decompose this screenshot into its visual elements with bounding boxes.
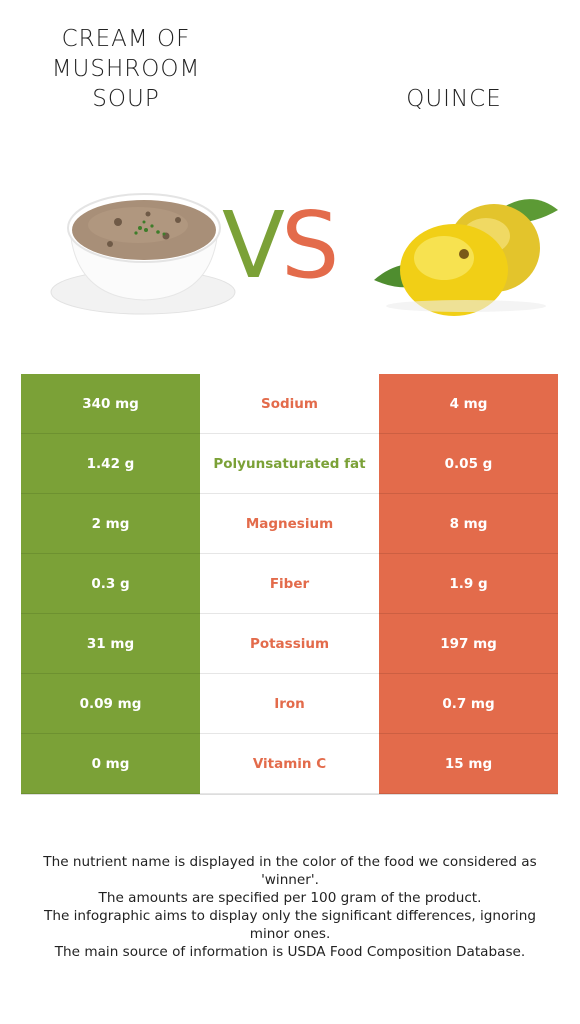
table-row: 340 mg Sodium 4 mg xyxy=(21,374,558,434)
left-food-value: 31 mg xyxy=(21,614,200,674)
right-food-value: 8 mg xyxy=(379,494,558,554)
right-food-value: 0.05 g xyxy=(379,434,558,494)
footer-notes: The nutrient name is displayed in the co… xyxy=(30,853,550,961)
nutrient-name: Vitamin C xyxy=(200,734,379,794)
nutrient-name: Magnesium xyxy=(200,494,379,554)
mushroom-soup-bowl-image xyxy=(50,193,236,315)
table-row: 0.3 g Fiber 1.9 g xyxy=(21,554,558,614)
left-food-value: 1.42 g xyxy=(21,434,200,494)
nutrient-comparison-table: 340 mg Sodium 4 mg 1.42 g Polyunsaturated fa… xyxy=(21,374,558,795)
table-row: 0 mg Vitamin C 15 mg xyxy=(21,734,558,794)
footer-note: The amounts are specified per 100 gram o… xyxy=(98,890,482,906)
table-row: 0.09 mg Iron 0.7 mg xyxy=(21,674,558,734)
right-food-value: 0.7 mg xyxy=(379,674,558,734)
table-row: 1.42 g Polyunsaturated fat 0.05 g xyxy=(21,434,558,494)
table-row: 31 mg Potassium 197 mg xyxy=(21,614,558,674)
nutrient-name: Iron xyxy=(200,674,379,734)
right-food-value: 4 mg xyxy=(379,374,558,434)
quince-fruit-image xyxy=(374,199,558,316)
right-food-value: 197 mg xyxy=(379,614,558,674)
nutrient-name: Fiber xyxy=(200,554,379,614)
left-food-value: 2 mg xyxy=(21,494,200,554)
nutrient-name: Potassium xyxy=(200,614,379,674)
left-food-value: 0.09 mg xyxy=(21,674,200,734)
left-food-value: 0.3 g xyxy=(21,554,200,614)
right-food-value: 1.9 g xyxy=(379,554,558,614)
left-food-title: CREAM OF MUSHROOM SOUP xyxy=(51,26,201,112)
nutrient-name: Sodium xyxy=(200,374,379,434)
left-food-value: 0 mg xyxy=(21,734,200,794)
versus-label: VS xyxy=(222,192,339,299)
footer-note: The infographic aims to display only the… xyxy=(44,908,536,942)
left-food-value: 340 mg xyxy=(21,374,200,434)
nutrient-name: Polyunsaturated fat xyxy=(200,434,379,494)
footer-note: The main source of information is USDA F… xyxy=(54,944,526,960)
right-food-value: 15 mg xyxy=(379,734,558,794)
footer-note: The nutrient name is displayed in the co… xyxy=(43,854,537,888)
table-row: 2 mg Magnesium 8 mg xyxy=(21,494,558,554)
right-food-title: QUINCE xyxy=(406,86,502,112)
